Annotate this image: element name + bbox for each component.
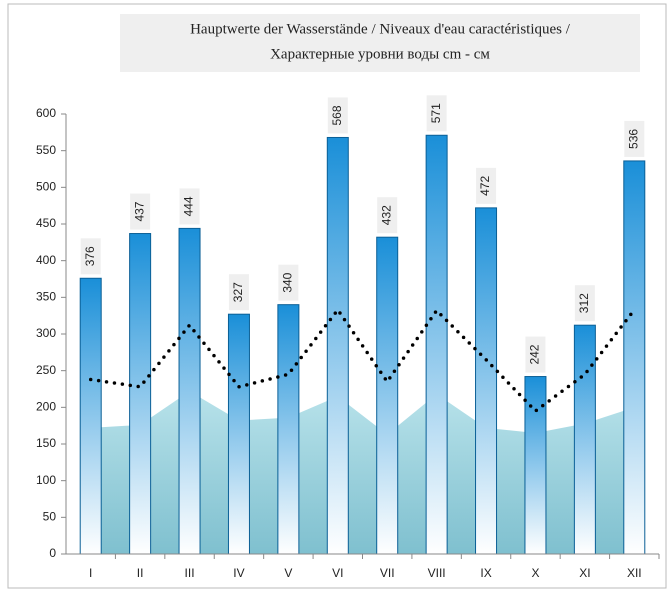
y-tick-label: 550 (36, 143, 56, 157)
y-tick-label: 300 (36, 326, 56, 340)
data-label: 472 (478, 176, 492, 196)
bar (475, 207, 498, 555)
y-tick-label: 350 (36, 290, 56, 304)
data-label-box (377, 197, 398, 234)
x-tick-label: VII (380, 566, 395, 580)
data-label-box (179, 188, 200, 225)
x-tick-label: X (531, 566, 539, 580)
data-label-box (525, 336, 546, 373)
chart-frame (7, 3, 667, 589)
y-tick-label: 450 (36, 216, 56, 230)
x-tick-label: VIII (428, 566, 446, 580)
data-label-box (327, 97, 348, 134)
y-tick-label: 200 (36, 400, 56, 414)
data-label-box (130, 193, 151, 230)
data-label-box (574, 285, 595, 322)
data-label: 327 (231, 282, 245, 302)
data-label: 437 (132, 201, 146, 221)
bar (129, 233, 152, 555)
title-box (120, 14, 640, 72)
bar (227, 313, 250, 555)
data-label-box (228, 274, 249, 311)
data-label-box (278, 264, 299, 301)
y-tick-label: 600 (36, 106, 56, 120)
y-tick-label: 0 (49, 546, 56, 560)
x-tick-label: II (137, 566, 144, 580)
data-label: 568 (330, 105, 344, 125)
data-label-box (80, 238, 101, 275)
data-label: 340 (281, 272, 295, 292)
bar (524, 376, 547, 555)
x-tick-label: XI (579, 566, 590, 580)
bar (425, 134, 448, 555)
data-label: 376 (83, 246, 97, 266)
x-tick-label: III (185, 566, 195, 580)
y-tick-label: 250 (36, 363, 56, 377)
data-label: 444 (182, 196, 196, 216)
y-tick-label: 150 (36, 436, 56, 450)
x-tick-label: VI (332, 566, 343, 580)
bar (573, 324, 596, 555)
x-tick-label: XII (627, 566, 642, 580)
bar (326, 136, 349, 555)
data-label: 312 (577, 293, 591, 313)
bar (277, 304, 300, 555)
x-tick-label: IX (480, 566, 491, 580)
y-tick-label: 100 (36, 473, 56, 487)
area (90, 391, 635, 554)
bar (376, 236, 399, 555)
data-label-box (624, 120, 645, 157)
data-label: 432 (379, 205, 393, 225)
bar (623, 160, 646, 555)
bar (79, 277, 102, 555)
x-tick-label: IV (233, 566, 244, 580)
data-label-box (426, 95, 447, 132)
bar (178, 227, 201, 555)
data-label: 242 (528, 344, 542, 364)
data-label-box (476, 167, 497, 204)
y-tick-label: 50 (43, 510, 57, 524)
data-label: 536 (626, 129, 640, 149)
chart-title: Hauptwerte der Wasserstände / Niveaux d'… (190, 21, 571, 37)
y-tick-label: 400 (36, 253, 56, 267)
x-tick-label: I (89, 566, 92, 580)
x-tick-label: V (284, 566, 292, 580)
y-tick-label: 500 (36, 180, 56, 194)
data-label: 571 (429, 103, 443, 123)
line (88, 306, 637, 414)
chart-title: Характерные уровни воды cm - см (270, 46, 490, 62)
